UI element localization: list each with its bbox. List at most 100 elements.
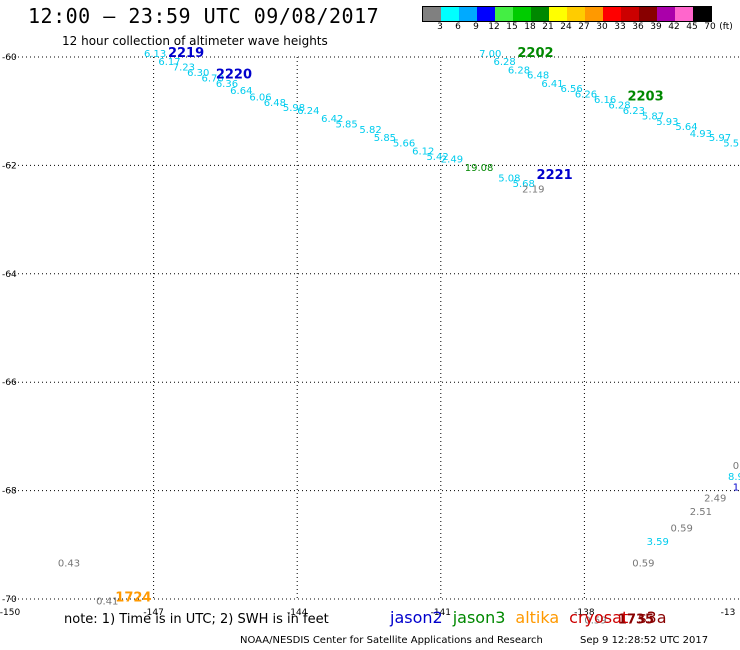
footnote: note: 1) Time is in UTC; 2) SWH is in fe… (64, 612, 329, 627)
y-tick-label: -60 (2, 53, 17, 63)
legend-label-36: 36 (632, 22, 644, 32)
pass-label: 2221 (537, 168, 573, 183)
y-tick-label: -70 (2, 595, 17, 605)
data-point-label: 11.61 (733, 483, 740, 494)
pass-label: 2203 (627, 89, 663, 104)
data-point-label: 0 (733, 461, 739, 472)
data-point-label: 6.64 (230, 86, 252, 97)
data-point-label: 6.28 (493, 57, 515, 68)
legend-unit: (ft) (719, 22, 733, 32)
legend-swatch-21 (531, 7, 549, 21)
data-point-label: 6.23 (623, 106, 645, 117)
data-point-label: 5.82 (359, 125, 381, 136)
data-point-label: 4.93 (690, 129, 712, 140)
data-point-label: 0.59 (671, 523, 693, 534)
data-point-label: 6.48 (264, 98, 286, 109)
data-point-label: 19.08 (465, 163, 494, 174)
color-legend-labels: 3 6 9 12 15 18 21 24 27 30 33 36 39 42 45 70 (ft) (422, 22, 740, 34)
legend-swatch-12 (477, 7, 495, 21)
data-point-label: 7.00 (479, 49, 501, 60)
x-tick-label: -150 (0, 608, 20, 618)
data-point-label: 6.12 (412, 147, 434, 158)
legend-label-45: 45 (686, 22, 698, 32)
legend-swatch-15 (495, 7, 513, 21)
legend-label-21: 21 (542, 22, 554, 32)
legend-label-6: 6 (455, 22, 461, 32)
data-point-label: 0.59 (632, 558, 654, 569)
legend-swatch-45 (675, 7, 693, 21)
satellite-cryosat: cryosat (569, 608, 629, 627)
legend-swatch-42 (657, 7, 675, 21)
legend-label-18: 18 (524, 22, 536, 32)
x-tick-label: -141 (431, 608, 451, 618)
data-point-label: 5.64 (675, 122, 697, 133)
legend-swatch-36 (621, 7, 639, 21)
legend-label-27: 27 (578, 22, 590, 32)
data-point-label: 6.28 (608, 100, 630, 111)
data-point-label: 5.66 (393, 138, 415, 149)
legend-swatch-18 (513, 7, 531, 21)
satellite-altika: altika (515, 608, 560, 627)
pass-label: 2202 (517, 46, 553, 61)
color-legend-bar (422, 6, 712, 22)
satellite-jason3: jason3 (452, 608, 506, 627)
legend-label-39: 39 (650, 22, 662, 32)
legend-label-9: 9 (473, 22, 479, 32)
legend-label-3: 3 (437, 22, 443, 32)
legend-label-12: 12 (488, 22, 500, 32)
credit-timestamp: Sep 9 12:28:52 UTC 2017 (580, 635, 709, 646)
data-point-label: 8.9 (728, 472, 740, 483)
data-point-label: 6.41 (541, 79, 563, 90)
data-point-label: 6.06 (249, 92, 271, 103)
data-point-label: 6.17 (158, 57, 180, 68)
x-tick-label: -13 (721, 608, 736, 618)
pass-label: 2219 (168, 46, 204, 61)
y-tick-label: -66 (2, 378, 17, 388)
pass-label: 2220 (216, 68, 252, 83)
data-point-label: 6.30 (187, 68, 209, 79)
data-point-label: 5.08 (498, 174, 520, 185)
satellite-legend: jason2 jason3 altika cryosat s3a (390, 608, 677, 627)
legend-swatch-9 (459, 7, 477, 21)
data-point-label: 5.97 (709, 133, 731, 144)
legend-swatch-27 (567, 7, 585, 21)
y-tick-label: -68 (2, 487, 17, 497)
x-tick-label: -147 (143, 608, 163, 618)
legend-swatch-24 (549, 7, 567, 21)
satellite-s3a: s3a (638, 608, 667, 627)
satellite-jason2: jason2 (390, 608, 443, 627)
data-point-label: 2.49 (441, 155, 463, 166)
data-point-label: 5.85 (374, 133, 396, 144)
credit-org: NOAA/NESDIS Center for Satellite Applica… (240, 635, 543, 646)
data-point-label: 0.59 (584, 615, 606, 626)
pass-label: 1724 (115, 591, 151, 606)
data-point-label: 2.19 (522, 185, 544, 196)
legend-swatch-39 (639, 7, 657, 21)
data-point-label: 3.59 (647, 537, 669, 548)
data-point-label: 5.93 (656, 117, 678, 128)
page-title: 12:00 – 23:59 UTC 09/08/2017 (28, 4, 380, 28)
data-point-label: 6.48 (527, 71, 549, 82)
legend-label-70: 70 (704, 22, 716, 32)
pass-label: 1735 (618, 612, 654, 627)
legend-label-33: 33 (614, 22, 626, 32)
data-point-label: 5.87 (642, 111, 664, 122)
data-point-label: 5.85 (335, 119, 357, 130)
legend-label-30: 30 (596, 22, 608, 32)
data-point-label: 6.78 (201, 73, 223, 84)
page-subtitle: 12 hour collection of altimeter wave hei… (62, 34, 328, 48)
data-point-label: 6.24 (297, 106, 319, 117)
legend-swatch-70 (693, 7, 711, 21)
data-point-label: 6.13 (144, 49, 166, 60)
data-point-label: 0.41 (96, 596, 118, 607)
data-point-label: 5.42 (426, 152, 448, 163)
legend-label-24: 24 (560, 22, 572, 32)
data-point-label: 6.42 (321, 114, 343, 125)
data-point-label: 6.36 (216, 79, 238, 90)
legend-swatch-6 (441, 7, 459, 21)
data-point-label: 6.56 (560, 84, 582, 95)
data-point-label: 5.98 (283, 103, 305, 114)
data-point-label: 6.16 (594, 95, 616, 106)
y-tick-label: -64 (2, 270, 17, 280)
